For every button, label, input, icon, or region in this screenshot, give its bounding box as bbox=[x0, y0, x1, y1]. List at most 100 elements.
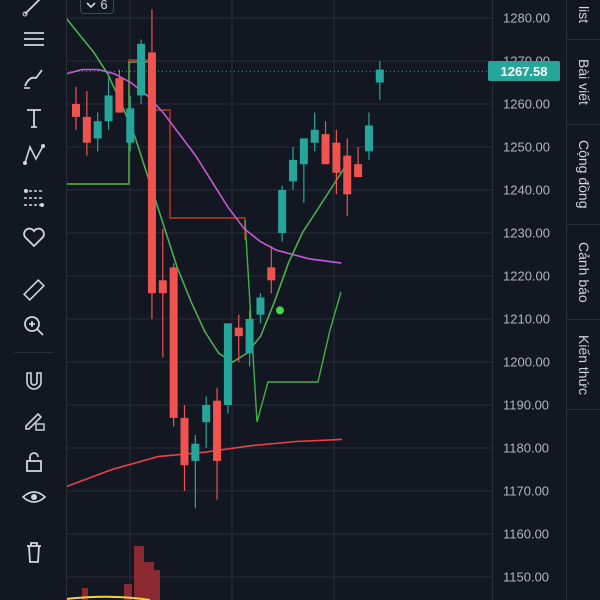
candle bbox=[299, 138, 308, 203]
candle-body bbox=[289, 159, 297, 182]
interval-label: 6 bbox=[100, 0, 108, 12]
text-tool[interactable] bbox=[16, 103, 52, 137]
brush-tool[interactable] bbox=[16, 63, 52, 97]
candle-body bbox=[158, 280, 167, 294]
volume-bar bbox=[124, 584, 132, 600]
volume-bars bbox=[82, 546, 160, 600]
candle-body bbox=[332, 142, 341, 173]
price-tick-label: 1180.00 bbox=[503, 440, 550, 456]
price-tick-label: 1200.00 bbox=[503, 354, 550, 370]
candle bbox=[343, 138, 352, 216]
side-tab-canh-bao[interactable]: Cảnh báo bbox=[567, 225, 600, 320]
signal-dot bbox=[275, 306, 284, 315]
chevron-down-icon bbox=[86, 0, 96, 12]
unlock-tool[interactable] bbox=[16, 447, 52, 481]
side-tab-bai-viet[interactable]: Bài viết bbox=[567, 40, 600, 125]
candle bbox=[180, 405, 189, 491]
candle-body bbox=[245, 319, 254, 354]
trend-line-tool[interactable] bbox=[16, 0, 52, 24]
candle-body bbox=[115, 78, 124, 113]
candle bbox=[310, 112, 319, 152]
candle-body bbox=[180, 417, 189, 466]
candle-body bbox=[364, 125, 373, 152]
candle bbox=[375, 61, 384, 100]
candle-body bbox=[375, 69, 384, 83]
candle bbox=[223, 323, 232, 414]
price-tick-label: 1210.00 bbox=[503, 311, 550, 327]
trash-tool[interactable] bbox=[16, 537, 52, 571]
candle bbox=[202, 396, 211, 448]
candle bbox=[104, 78, 113, 130]
candle bbox=[158, 228, 167, 358]
last-price-label: 1267.58 bbox=[500, 63, 548, 79]
chart-grid bbox=[66, 0, 492, 600]
price-tick-label: 1190.00 bbox=[503, 397, 550, 413]
side-tab-list[interactable]: list bbox=[567, 0, 600, 40]
volume-bar bbox=[134, 546, 144, 600]
candle bbox=[82, 91, 91, 156]
interval-chip[interactable]: 6 bbox=[80, 0, 114, 14]
candle bbox=[169, 263, 178, 427]
candle bbox=[115, 69, 124, 113]
horizontal-lines-tool[interactable] bbox=[16, 24, 52, 58]
candle bbox=[332, 129, 341, 195]
price-tick-label: 1250.00 bbox=[503, 139, 550, 155]
candle bbox=[147, 9, 156, 319]
candle bbox=[354, 147, 363, 178]
volume-bar bbox=[154, 570, 160, 600]
price-tick-label: 1240.00 bbox=[503, 182, 550, 198]
price-tick-label: 1260.00 bbox=[503, 96, 550, 112]
text-icon bbox=[20, 104, 48, 137]
price-tick-label: 1160.00 bbox=[503, 526, 550, 542]
candle-body bbox=[299, 138, 308, 165]
candle-body bbox=[354, 164, 363, 178]
heart-icon bbox=[20, 223, 48, 256]
candle bbox=[321, 121, 330, 165]
candle bbox=[234, 314, 243, 362]
moving-averages bbox=[65, 17, 345, 488]
fib-levels-tool[interactable] bbox=[16, 183, 52, 217]
candle bbox=[278, 185, 287, 242]
candle bbox=[364, 112, 373, 160]
pattern-tool[interactable] bbox=[16, 140, 52, 174]
price-axis[interactable]: 1280.001270.001260.001250.001240.001230.… bbox=[492, 0, 567, 600]
zoom-in-tool[interactable] bbox=[16, 311, 52, 345]
zoom-in-icon bbox=[20, 312, 48, 345]
candle bbox=[245, 310, 254, 367]
candle-body bbox=[104, 95, 113, 122]
fib-levels-icon bbox=[20, 184, 48, 217]
candle-body bbox=[137, 43, 146, 96]
ma-purple-line bbox=[65, 68, 342, 264]
lock-pencil-tool[interactable] bbox=[16, 405, 52, 439]
candle-body bbox=[234, 327, 243, 337]
candle-body bbox=[191, 443, 200, 461]
candle-body bbox=[202, 405, 211, 423]
horizontal-lines-icon bbox=[20, 25, 48, 58]
candle-body bbox=[93, 121, 102, 139]
candle-body bbox=[267, 267, 276, 281]
candle-body bbox=[72, 104, 80, 117]
candle bbox=[126, 95, 135, 152]
ruler-tool[interactable] bbox=[16, 275, 52, 309]
eye-icon bbox=[20, 483, 48, 516]
magnet-tool[interactable] bbox=[16, 366, 52, 400]
side-tab-cong-dong[interactable]: Cộng đồng bbox=[567, 125, 600, 225]
magnet-icon bbox=[20, 367, 48, 400]
ruler-icon bbox=[20, 276, 48, 309]
candles bbox=[72, 9, 384, 509]
heart-tool[interactable] bbox=[16, 222, 52, 256]
price-tick-label: 1230.00 bbox=[503, 225, 550, 241]
price-tick-label: 1220.00 bbox=[503, 268, 550, 284]
candle-body bbox=[256, 297, 265, 315]
candle-body bbox=[321, 134, 330, 165]
side-tab-kien-thuc[interactable]: Kiến thức bbox=[567, 320, 600, 410]
candle bbox=[137, 39, 146, 104]
candle-body bbox=[278, 190, 287, 233]
volume-bar bbox=[82, 588, 88, 600]
volume-bar bbox=[144, 562, 154, 600]
eye-tool[interactable] bbox=[16, 482, 52, 516]
step-line-green-lower bbox=[244, 219, 342, 423]
brush-icon bbox=[20, 64, 48, 97]
candle bbox=[93, 112, 102, 152]
